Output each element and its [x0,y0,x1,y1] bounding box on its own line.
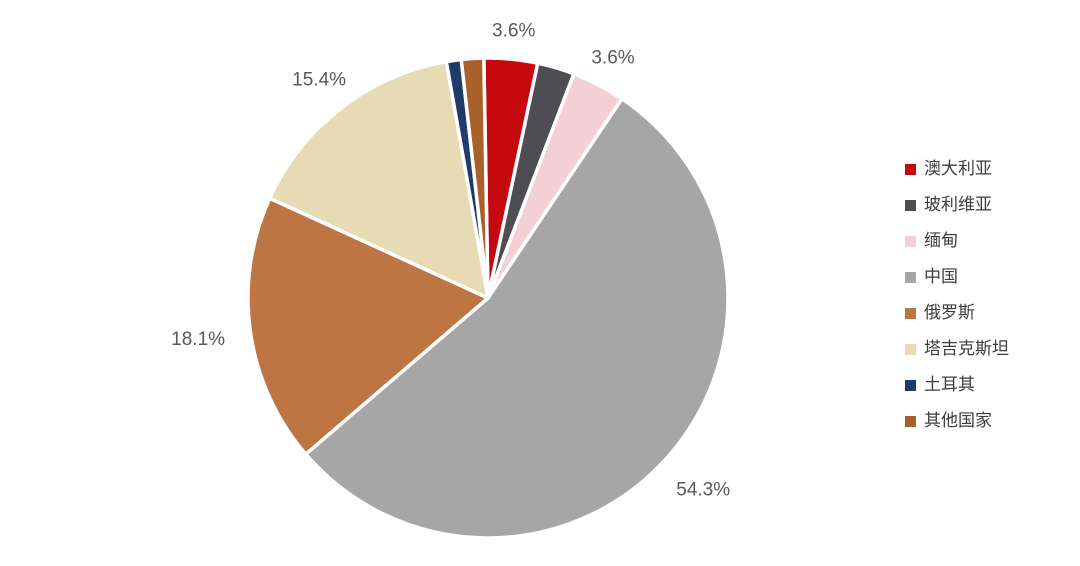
legend-swatch-icon [905,379,916,391]
legend-label: 澳大利亚 [924,159,992,178]
pie-slice-china [304,97,730,540]
legend-swatch-icon [905,199,916,211]
legend-item-turkey: 土耳其 [905,374,1009,396]
legend-label: 土耳其 [924,375,975,394]
legend-swatch-icon [905,307,916,319]
legend-swatch-icon [905,415,916,427]
legend-item-other: 其他国家 [905,410,1009,432]
pie-slice-tajikistan [267,59,490,300]
legend-swatch-icon [905,163,916,175]
pie-slice-other [459,56,490,300]
legend-item-myanmar: 缅甸 [905,230,1009,252]
pie-data-label-tajikistan: 15.4% [292,70,346,91]
legend-item-russia: 俄罗斯 [905,302,1009,324]
legend-swatch-icon [905,271,916,283]
legend-item-australia: 澳大利亚 [905,158,1009,180]
pie-data-label-australia: 3.6% [492,20,535,41]
legend-label: 中国 [924,267,958,286]
pie-data-label-china: 54.3% [676,479,730,500]
legend-label: 缅甸 [924,231,958,250]
legend-label: 玻利维亚 [924,195,992,214]
legend-label: 塔吉克斯坦 [924,339,1009,358]
legend-swatch-icon [905,235,916,247]
legend: 澳大利亚玻利维亚缅甸中国俄罗斯塔吉克斯坦土耳其其他国家 [905,158,1009,432]
pie-data-label-russia: 18.1% [171,329,225,350]
legend-label: 其他国家 [924,411,992,430]
legend-swatch-icon [905,343,916,355]
legend-label: 俄罗斯 [924,303,975,322]
legend-item-china: 中国 [905,266,1009,288]
legend-item-bolivia: 玻利维亚 [905,194,1009,216]
pie-slice-russia [246,196,490,456]
pie-data-label-myanmar: 3.6% [591,47,634,68]
legend-item-tajikistan: 塔吉克斯坦 [905,338,1009,360]
